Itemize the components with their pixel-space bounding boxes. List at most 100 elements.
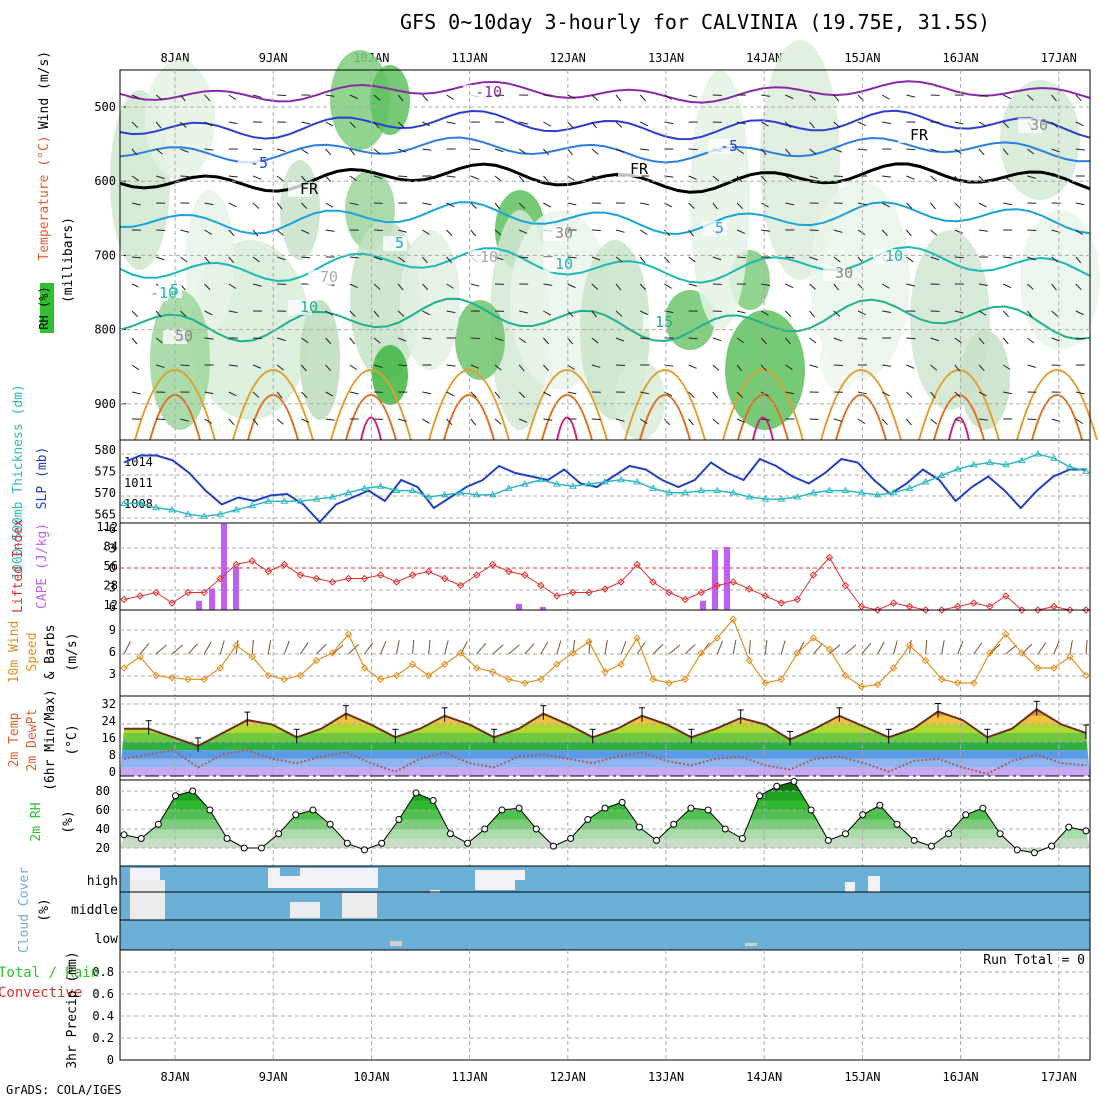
- wind-barb: [373, 310, 380, 318]
- contour-label-bg: [288, 300, 312, 315]
- wind10-barb: [813, 643, 824, 655]
- wind10-marker: [424, 671, 433, 680]
- rh-tick: 20: [96, 841, 110, 855]
- contour-label-bg: [543, 226, 567, 241]
- cloud-cover-background: [120, 866, 1090, 950]
- thickness-marker: [360, 484, 369, 491]
- temp-band: [120, 741, 1090, 751]
- cloud-gap: [342, 893, 377, 918]
- wind-barb: [978, 283, 988, 287]
- wind-barb: [1051, 148, 1060, 153]
- wind-barb: [954, 121, 964, 125]
- wind-barb: [1075, 337, 1085, 340]
- humidity-patch: [280, 160, 320, 260]
- wind-barb: [930, 175, 938, 182]
- thickness-marker: [184, 510, 193, 517]
- wind-barb: [325, 121, 334, 127]
- wind-barb: [373, 121, 380, 129]
- contour-label-bg: [703, 221, 727, 236]
- wind-barb: [470, 337, 480, 340]
- date-label-top: 16JAN: [943, 51, 979, 65]
- wind-barb: [518, 148, 527, 155]
- wind-barb: [688, 283, 698, 287]
- wind-barb: [446, 418, 453, 426]
- wind-barb: [639, 94, 646, 102]
- rh2m-marker: [635, 823, 643, 831]
- wind-barb: [204, 310, 213, 316]
- wind10-marker: [873, 680, 882, 689]
- cape-bar: [700, 600, 706, 610]
- millibars-label: (millibars): [61, 217, 76, 303]
- rh-tick: 80: [96, 784, 110, 798]
- wind10-marker: [681, 675, 689, 683]
- lifted-index-marker: [344, 574, 353, 583]
- wind10-marker: [697, 649, 705, 657]
- wind-barb: [881, 229, 888, 237]
- wind-barb: [1027, 94, 1034, 101]
- wind-barb: [882, 121, 892, 125]
- wind-barb: [180, 418, 190, 422]
- wind-barb: [1075, 283, 1082, 291]
- wind-barb: [180, 175, 190, 178]
- wind-barb: [204, 337, 214, 340]
- thickness-marker: [536, 475, 545, 483]
- pressure-tick: 600: [94, 174, 116, 188]
- rh2m-marker: [1048, 842, 1056, 850]
- wind-barb: [131, 310, 138, 317]
- wind-barb: [1002, 310, 1010, 318]
- wind10-barb: [957, 640, 964, 655]
- wind-barb: [1002, 283, 1012, 289]
- wind-barb: [785, 121, 792, 129]
- rh2m-marker: [137, 835, 145, 842]
- wind-barb: [422, 256, 428, 264]
- rh-band: [120, 838, 1090, 853]
- wind-barb: [591, 310, 598, 318]
- wind-barb: [1002, 148, 1009, 156]
- wind-barb: [1075, 202, 1085, 206]
- wind-barb: [906, 256, 914, 263]
- wind-barb: [494, 364, 502, 371]
- wind10-axis-label-b: Speed: [25, 632, 40, 671]
- wind10-barb: [684, 643, 696, 655]
- lifted-index-line: [123, 556, 1086, 611]
- rh2m-marker: [756, 792, 764, 800]
- wind-barb: [228, 256, 235, 264]
- temp-contour-30: [948, 416, 970, 441]
- wind-barb: [373, 148, 381, 155]
- wind-barb: [131, 148, 138, 156]
- thickness-line: [124, 453, 1087, 518]
- thickness-marker: [857, 488, 866, 496]
- wind-barb: [519, 256, 529, 259]
- rh-band: [120, 829, 1090, 839]
- wind10-marker: [200, 675, 208, 683]
- wind10-marker: [937, 675, 946, 683]
- wind10-barb: [556, 640, 562, 655]
- wind-barb: [325, 229, 335, 232]
- wind-barb: [277, 337, 286, 342]
- wind-barb: [470, 418, 477, 426]
- cloud-gap: [130, 868, 160, 880]
- temp-band: [120, 767, 1090, 776]
- contour-label-bg: [238, 156, 262, 171]
- wind-barb: [978, 310, 987, 316]
- humidity-patch: [820, 330, 860, 390]
- wind-barb: [277, 256, 286, 261]
- wind10-marker: [553, 660, 561, 668]
- contour-label-bg: [543, 257, 567, 272]
- contour-label: 10: [480, 248, 498, 266]
- temp-contour-25: [443, 394, 495, 441]
- wind-barb: [422, 310, 431, 316]
- wind-barb: [397, 283, 404, 291]
- wind10-marker: [473, 664, 481, 672]
- humidity-patch: [1020, 210, 1100, 350]
- lifted-index-marker: [136, 592, 144, 600]
- wind10-marker: [296, 671, 305, 680]
- cloud-gap: [868, 876, 880, 892]
- lifted-index-marker: [456, 581, 465, 590]
- chart-title: GFS 0~10day 3-hourly for CALVINIA (19.75…: [400, 10, 991, 34]
- wind-barb: [131, 121, 139, 128]
- lifted-index-marker: [970, 599, 978, 607]
- rh2m-marker: [721, 825, 729, 833]
- wind-barb: [204, 229, 212, 235]
- temp-contour-30: [360, 416, 382, 441]
